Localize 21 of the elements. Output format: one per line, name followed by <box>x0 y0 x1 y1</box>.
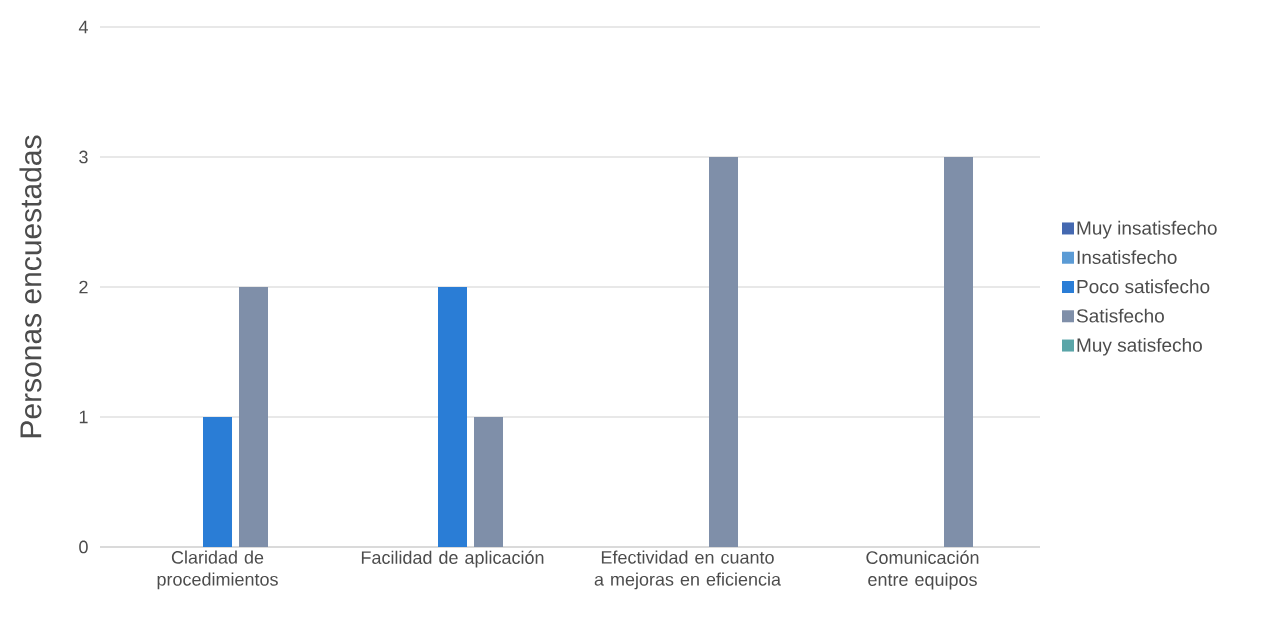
x-tick-label: Claridad de procedimientos <box>157 550 278 590</box>
bar <box>709 157 739 547</box>
y-tick-label: 1 <box>79 410 88 424</box>
bar <box>944 157 974 547</box>
bar <box>474 417 503 547</box>
legend-label: Poco satisfecho <box>1077 279 1210 294</box>
bar <box>438 287 467 547</box>
y-axis-title: Personas encuestadas <box>19 135 42 438</box>
y-tick-label: 4 <box>78 20 88 34</box>
y-tick-label: 3 <box>79 150 88 164</box>
legend-label: Satisfecho <box>1076 308 1164 323</box>
y-tick-label: 2 <box>79 280 88 294</box>
legend-label: Muy insatisfecho <box>1077 220 1217 239</box>
x-tick-label: Comunicación entre equipos <box>866 550 979 590</box>
x-tick-label: Efectividad en cuanto a mejoras en eficiencia <box>594 550 781 590</box>
y-tick-label: 0 <box>79 540 88 554</box>
legend-label: Insatisfecho <box>1077 250 1177 265</box>
x-tick-label: Facilidad de aplicación <box>361 550 544 568</box>
bar <box>239 287 268 547</box>
bar <box>203 417 232 547</box>
legend-label: Muy satisfecho <box>1077 337 1202 356</box>
